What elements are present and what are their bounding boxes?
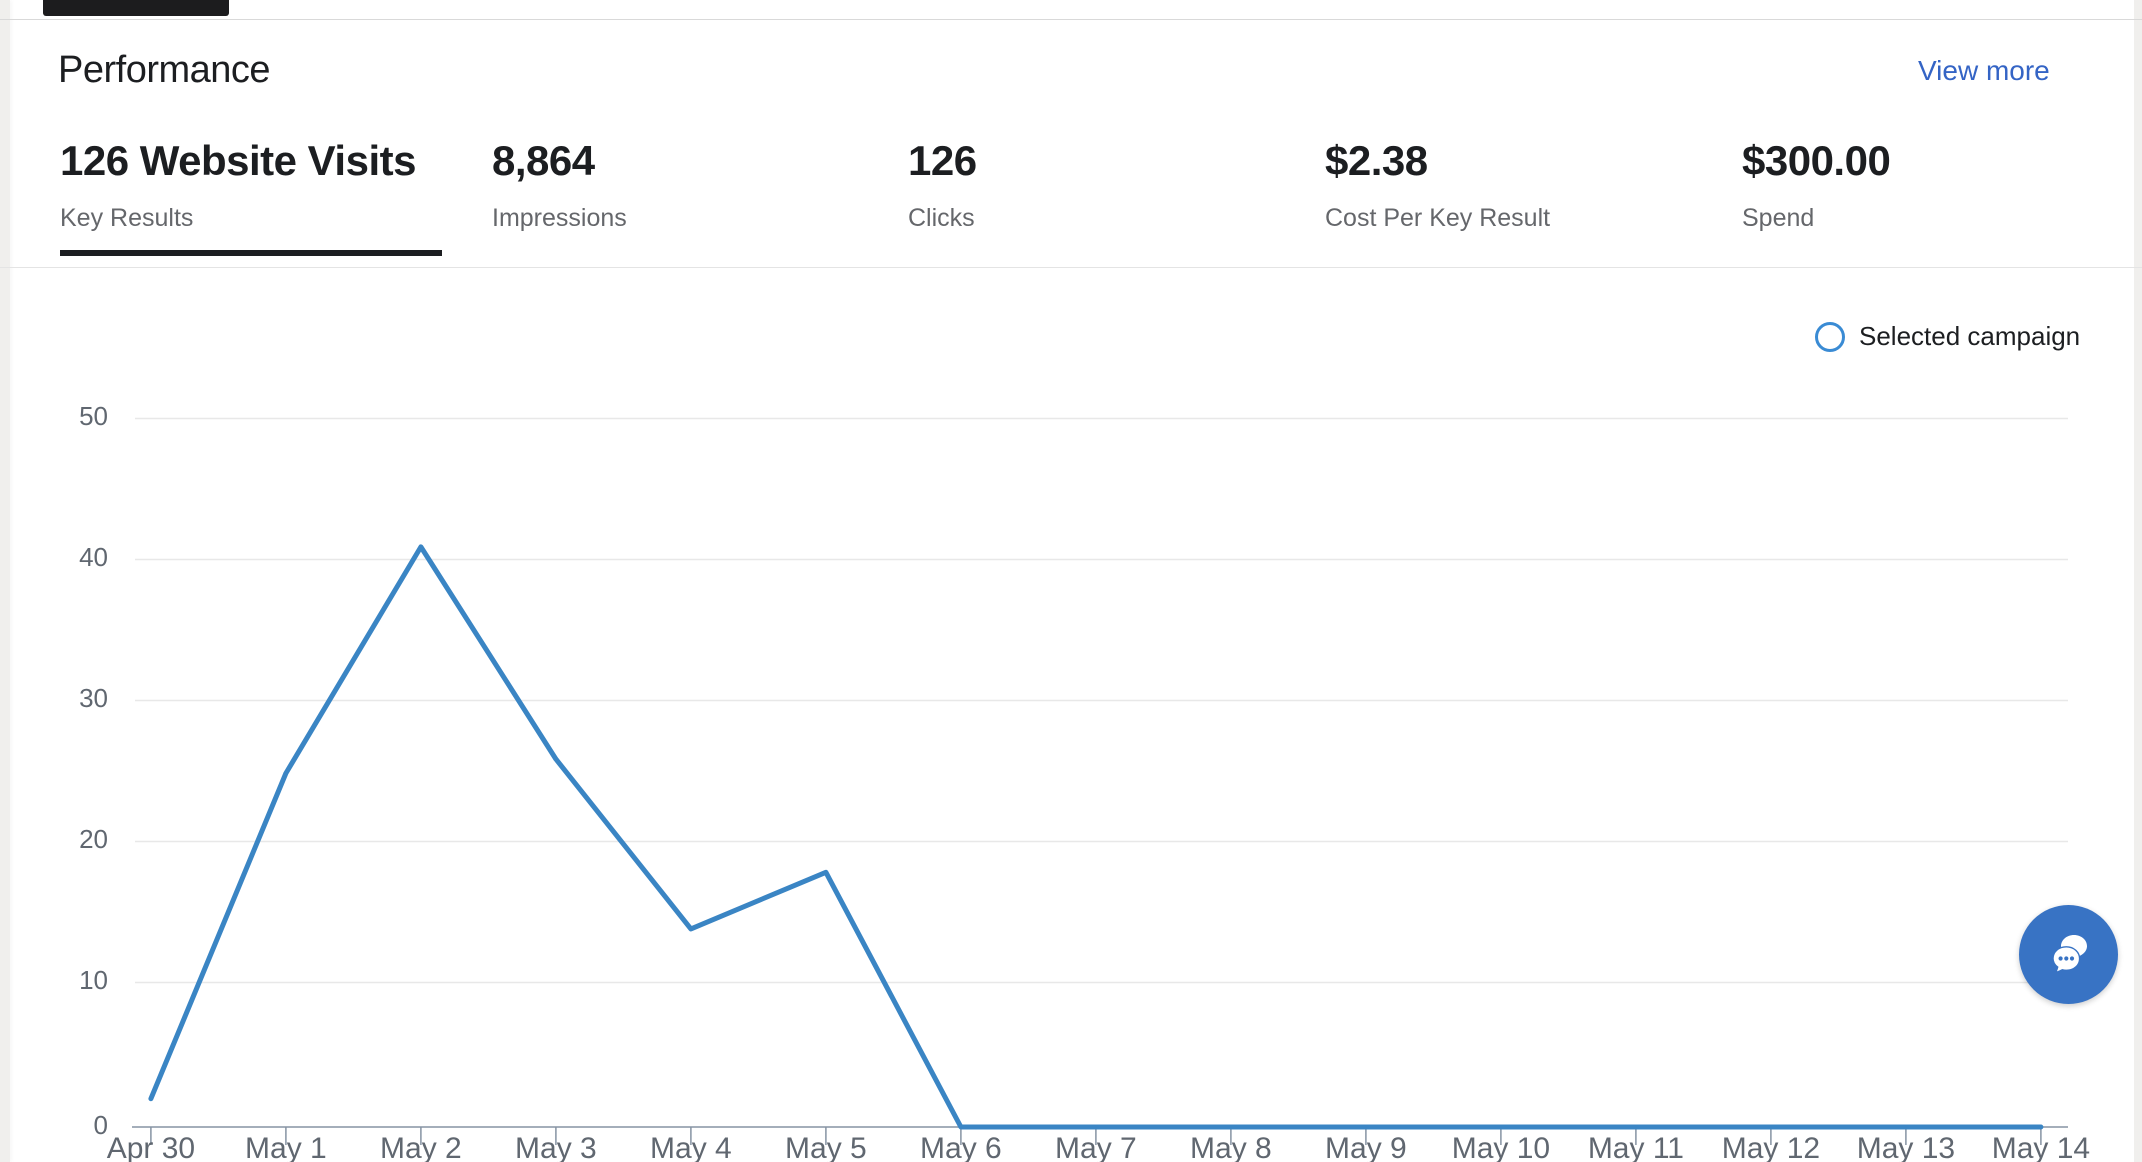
svg-text:May 1: May 1	[245, 1132, 327, 1162]
svg-text:May 6: May 6	[920, 1132, 1002, 1162]
svg-text:May 14: May 14	[1992, 1132, 2090, 1162]
svg-text:May 13: May 13	[1857, 1132, 1955, 1162]
svg-text:May 4: May 4	[650, 1132, 732, 1162]
svg-text:May 2: May 2	[380, 1132, 462, 1162]
svg-text:Apr 30: Apr 30	[107, 1132, 195, 1162]
svg-text:May 12: May 12	[1722, 1132, 1820, 1162]
svg-text:40: 40	[79, 542, 108, 572]
svg-text:May 9: May 9	[1325, 1132, 1407, 1162]
svg-text:May 3: May 3	[515, 1132, 597, 1162]
svg-text:10: 10	[79, 965, 108, 995]
svg-text:20: 20	[79, 824, 108, 854]
svg-text:May 7: May 7	[1055, 1132, 1137, 1162]
svg-text:May 11: May 11	[1588, 1132, 1684, 1162]
svg-text:May 5: May 5	[785, 1132, 867, 1162]
svg-text:30: 30	[79, 683, 108, 713]
svg-text:May 8: May 8	[1190, 1132, 1272, 1162]
svg-text:May 10: May 10	[1452, 1132, 1550, 1162]
svg-text:50: 50	[79, 401, 108, 431]
